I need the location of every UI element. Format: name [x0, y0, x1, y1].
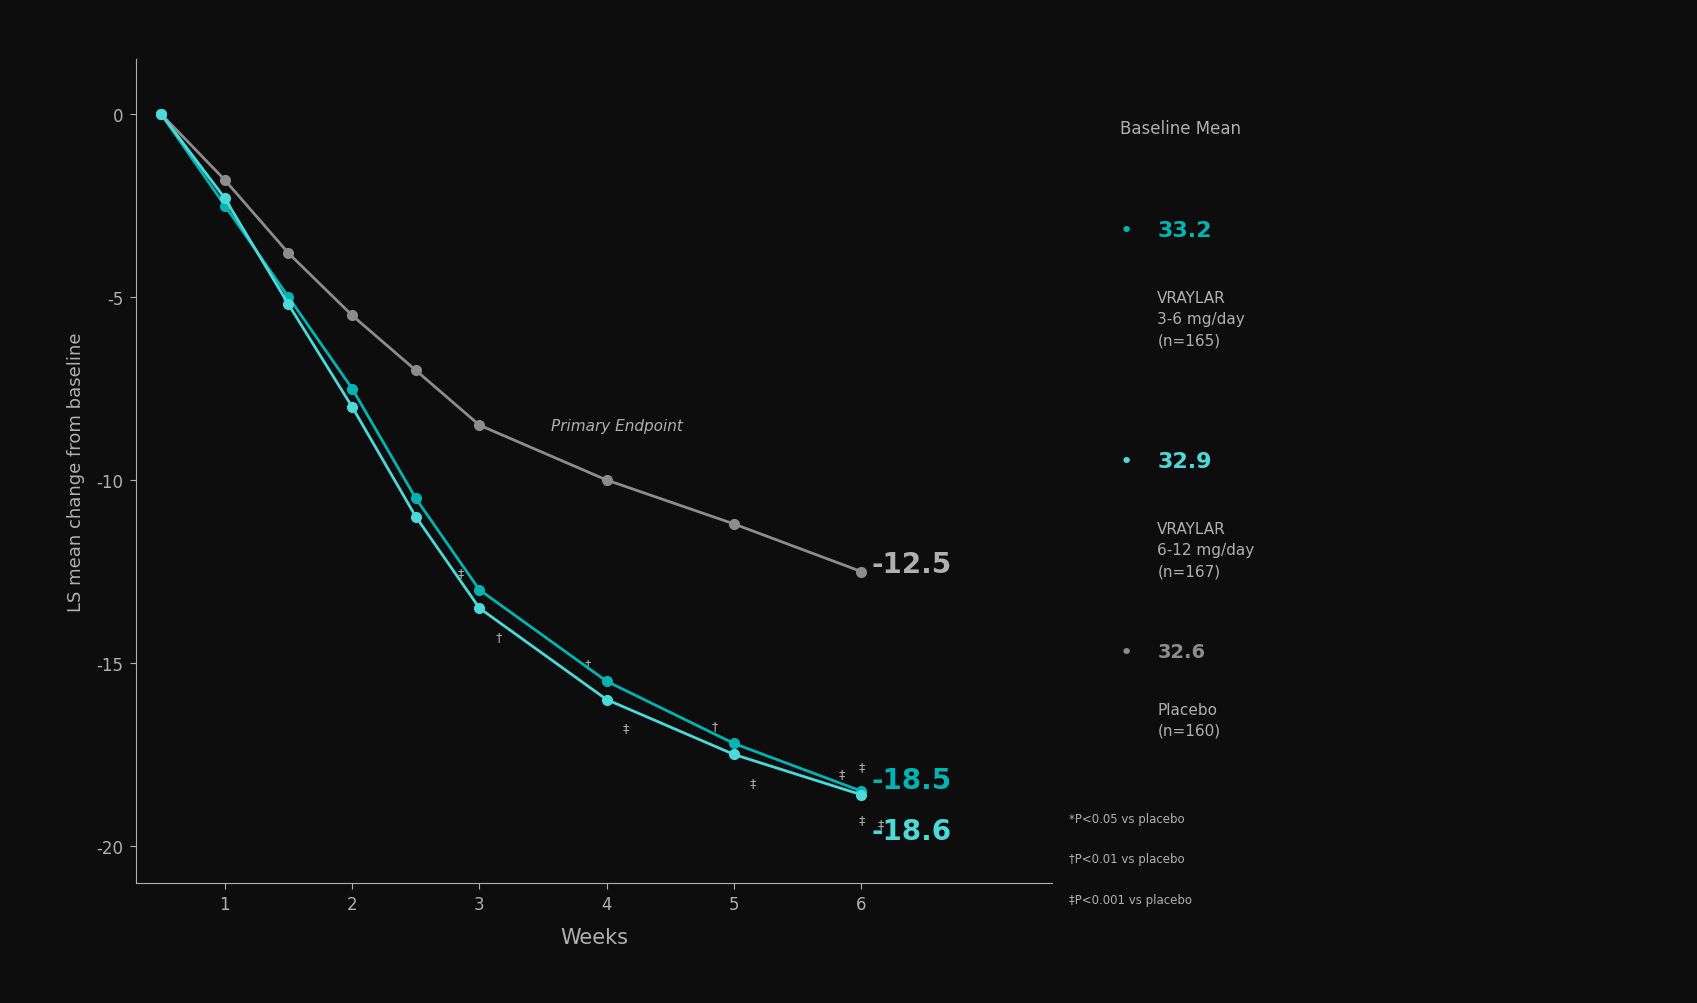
Text: •: • [1120, 642, 1134, 662]
Text: -18.6: -18.6 [872, 817, 952, 846]
Text: 33.2: 33.2 [1157, 221, 1212, 241]
Text: Placebo
(n=160): Placebo (n=160) [1157, 702, 1220, 738]
Text: ‡: ‡ [750, 776, 757, 789]
Text: ‡: ‡ [859, 813, 865, 826]
Text: VRAYLAR
6-12 mg/day
(n=167): VRAYLAR 6-12 mg/day (n=167) [1157, 522, 1254, 579]
Text: ‡: ‡ [877, 816, 884, 829]
Text: •: • [1120, 451, 1134, 471]
Text: -18.5: -18.5 [872, 766, 952, 794]
Text: Baseline Mean: Baseline Mean [1120, 120, 1241, 138]
Y-axis label: LS mean change from baseline: LS mean change from baseline [68, 332, 85, 611]
Text: ‡: ‡ [859, 760, 865, 773]
Text: ‡P<0.001 vs placebo: ‡P<0.001 vs placebo [1069, 893, 1191, 906]
Text: †P<0.01 vs placebo: †P<0.01 vs placebo [1069, 853, 1185, 866]
Text: •: • [1120, 221, 1134, 241]
Text: ‡: ‡ [456, 567, 463, 580]
Text: †: † [711, 720, 718, 733]
Text: ‡: ‡ [623, 722, 630, 735]
Text: Primary Endpoint: Primary Endpoint [552, 418, 682, 433]
Text: -12.5: -12.5 [872, 551, 952, 579]
Text: *P<0.05 vs placebo: *P<0.05 vs placebo [1069, 812, 1185, 825]
Text: 32.6: 32.6 [1157, 642, 1205, 661]
Text: †: † [584, 658, 591, 671]
Text: VRAYLAR
3-6 mg/day
(n=165): VRAYLAR 3-6 mg/day (n=165) [1157, 291, 1246, 348]
Text: †: † [496, 631, 502, 643]
Text: 32.9: 32.9 [1157, 451, 1212, 471]
X-axis label: Weeks: Weeks [560, 927, 628, 947]
Text: ‡: ‡ [838, 767, 845, 780]
